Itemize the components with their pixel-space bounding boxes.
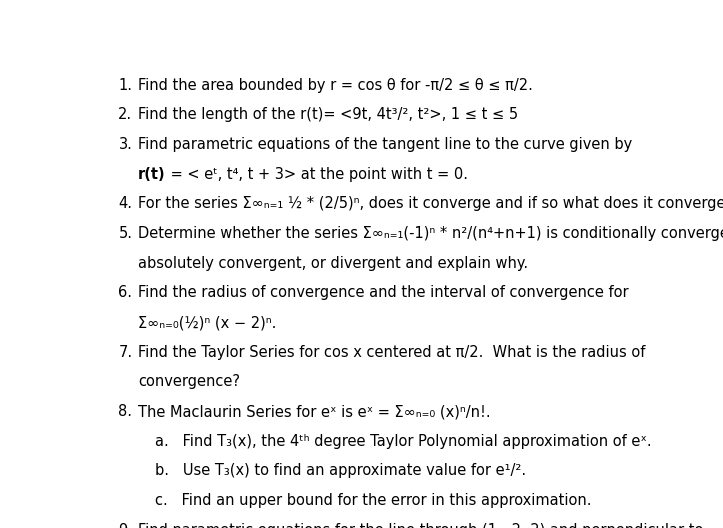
Text: a.   Find T₃(x), the 4ᵗʰ degree Taylor Polynomial approximation of eˣ.: a. Find T₃(x), the 4ᵗʰ degree Taylor Pol… (155, 433, 651, 449)
Text: = < eᵗ, t⁴, t + 3> at the point with t = 0.: = < eᵗ, t⁴, t + 3> at the point with t =… (166, 167, 468, 182)
Text: r(t): r(t) (138, 167, 166, 182)
Text: Find the radius of convergence and the interval of convergence for: Find the radius of convergence and the i… (138, 285, 628, 300)
Text: 6.: 6. (119, 285, 132, 300)
Text: Find parametric equations of the tangent line to the curve given by: Find parametric equations of the tangent… (138, 137, 632, 152)
Text: convergence?: convergence? (138, 374, 240, 389)
Text: 5.: 5. (119, 226, 132, 241)
Text: Find parametric equations for the line through (1, -2, 2) and perpendicular to: Find parametric equations for the line t… (138, 523, 703, 528)
Text: The Maclaurin Series for eˣ is eˣ = Σ∞ₙ₌₀ (x)ⁿ/n!.: The Maclaurin Series for eˣ is eˣ = Σ∞ₙ₌… (138, 404, 491, 419)
Text: 9.: 9. (119, 523, 132, 528)
Text: 1.: 1. (119, 78, 132, 92)
Text: 8.: 8. (119, 404, 132, 419)
Text: 4.: 4. (119, 196, 132, 211)
Text: 7.: 7. (119, 345, 132, 360)
Text: absolutely convergent, or divergent and explain why.: absolutely convergent, or divergent and … (138, 256, 528, 271)
Text: Find the length of the r(t)= <9t, 4t³/², t²>, 1 ≤ t ≤ 5: Find the length of the r(t)= <9t, 4t³/²,… (138, 107, 518, 122)
Text: Determine whether the series Σ∞ₙ₌₁(-1)ⁿ * n²/(n⁴+n+1) is conditionally convergen: Determine whether the series Σ∞ₙ₌₁(-1)ⁿ … (138, 226, 723, 241)
Text: 2.: 2. (119, 107, 132, 122)
Text: c.   Find an upper bound for the error in this approximation.: c. Find an upper bound for the error in … (155, 493, 591, 508)
Text: b.   Use T₃(x) to find an approximate value for e¹/².: b. Use T₃(x) to find an approximate valu… (155, 464, 526, 478)
Text: For the series Σ∞ₙ₌₁ ½ * (2/5)ⁿ, does it converge and if so what does it converg: For the series Σ∞ₙ₌₁ ½ * (2/5)ⁿ, does it… (138, 196, 723, 211)
Text: Find the area bounded by r = cos θ for -π/2 ≤ θ ≤ π/2.: Find the area bounded by r = cos θ for -… (138, 78, 533, 92)
Text: Find the Taylor Series for cos x centered at π/2.  What is the radius of: Find the Taylor Series for cos x centere… (138, 345, 646, 360)
Text: Σ∞ₙ₌₀(½)ⁿ (x − 2)ⁿ.: Σ∞ₙ₌₀(½)ⁿ (x − 2)ⁿ. (138, 315, 276, 330)
Text: 3.: 3. (119, 137, 132, 152)
